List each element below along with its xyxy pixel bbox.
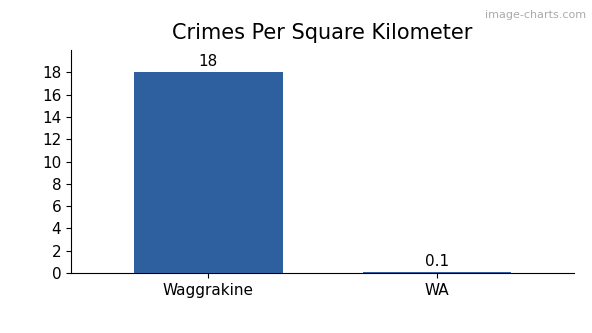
Text: 0.1: 0.1: [425, 254, 449, 269]
Title: Crimes Per Square Kilometer: Crimes Per Square Kilometer: [172, 23, 473, 43]
Text: image-charts.com: image-charts.com: [485, 10, 586, 20]
Bar: [363, 272, 511, 273]
Bar: [134, 72, 282, 273]
Text: 18: 18: [199, 55, 218, 70]
